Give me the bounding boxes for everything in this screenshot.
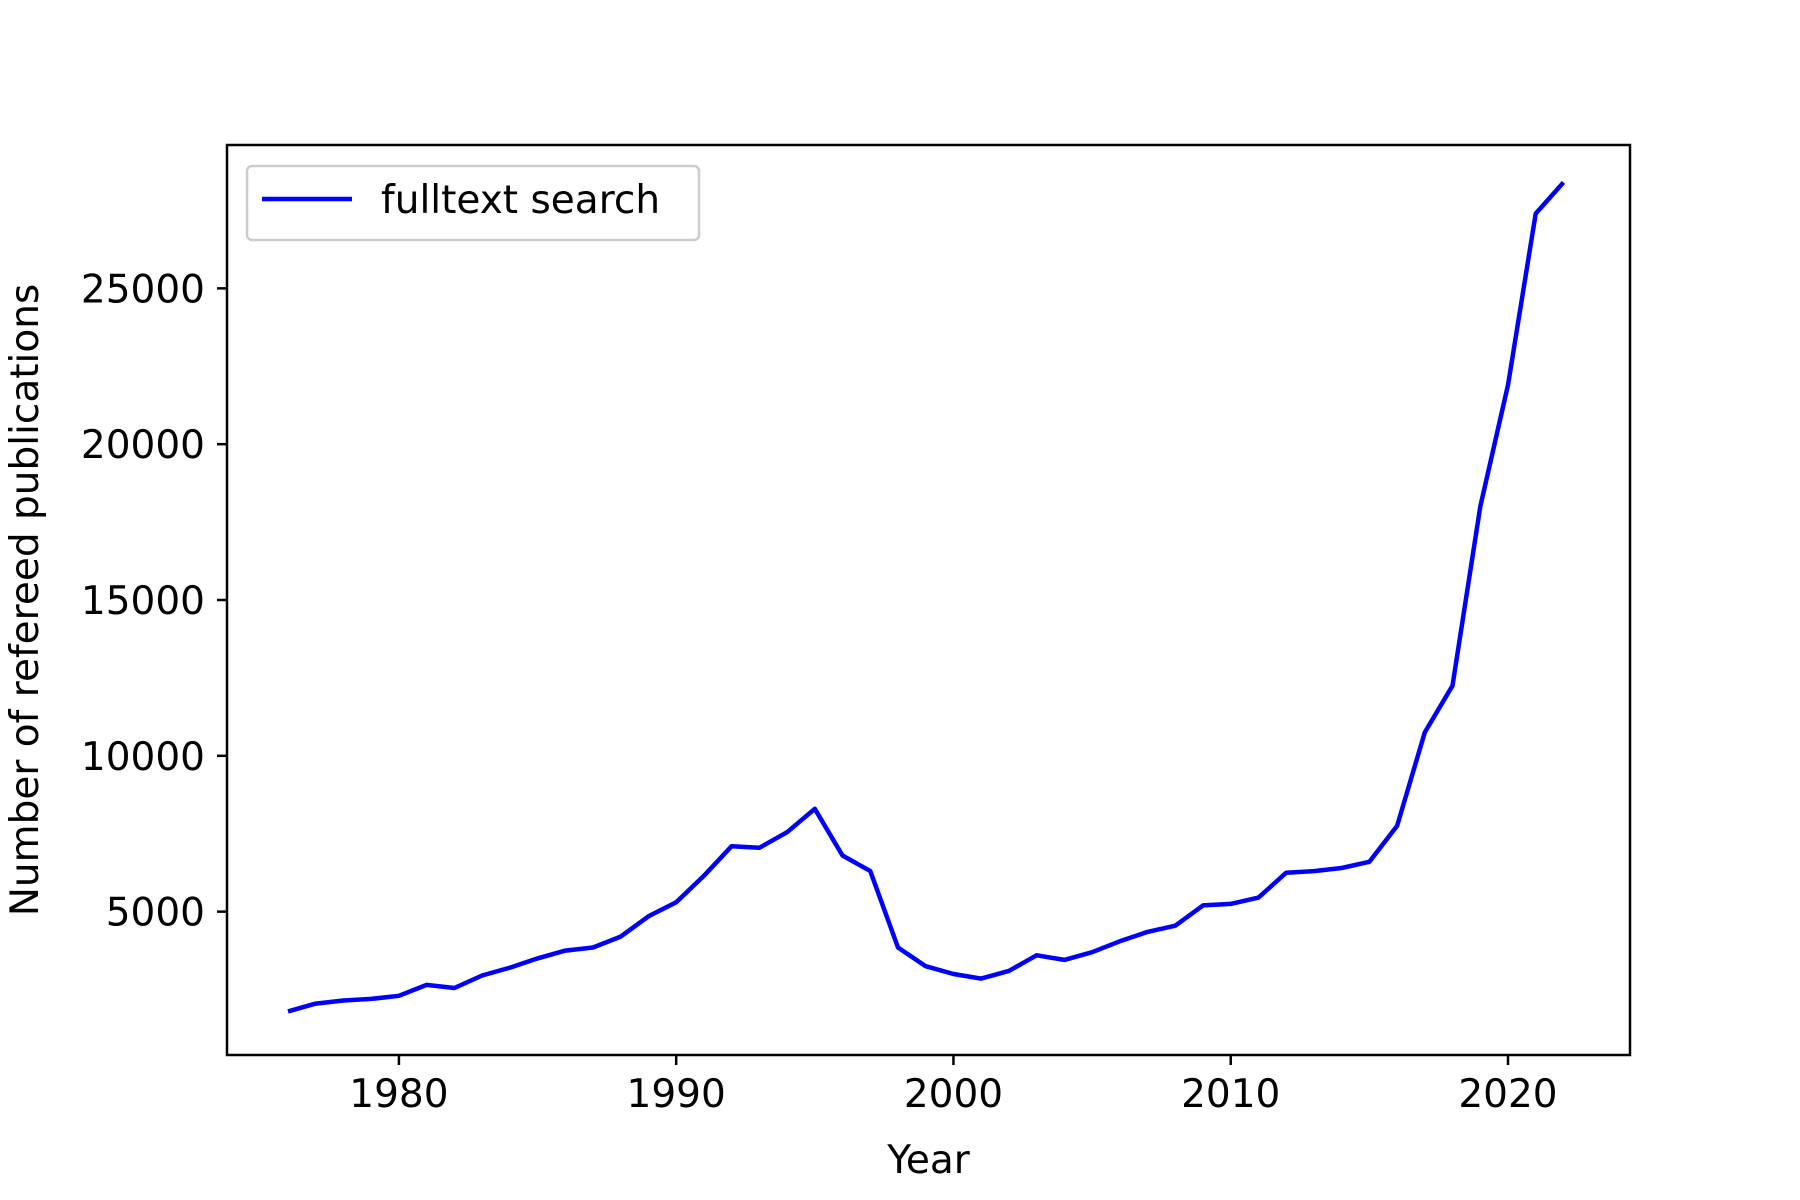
y-axis: 5000 10000 15000 20000 25000: [81, 267, 227, 936]
y-tick-label: 15000: [81, 579, 205, 624]
y-tick-label: 20000: [81, 423, 205, 468]
y-tick-label: 10000: [81, 735, 205, 780]
x-tick-label: 2020: [1458, 1072, 1557, 1117]
legend-label-fulltext-search: fulltext search: [381, 178, 660, 223]
legend-box: [245, 164, 701, 242]
x-tick-label: 1990: [627, 1072, 726, 1117]
legend: fulltext search: [245, 164, 701, 242]
x-axis-label: Year: [886, 1138, 971, 1183]
series-layer: [287, 180, 1566, 1014]
x-axis: 1980 1990 2000 2010 2020: [349, 1055, 1558, 1117]
series-line-0: [287, 180, 1566, 1014]
y-tick-label: 25000: [81, 267, 205, 312]
y-axis-label: Number of refereed publications: [3, 284, 48, 917]
x-tick-label: 2000: [904, 1072, 1003, 1117]
y-tick-label: 5000: [106, 891, 205, 936]
x-tick-label: 2010: [1181, 1072, 1280, 1117]
x-tick-label: 1980: [349, 1072, 448, 1117]
